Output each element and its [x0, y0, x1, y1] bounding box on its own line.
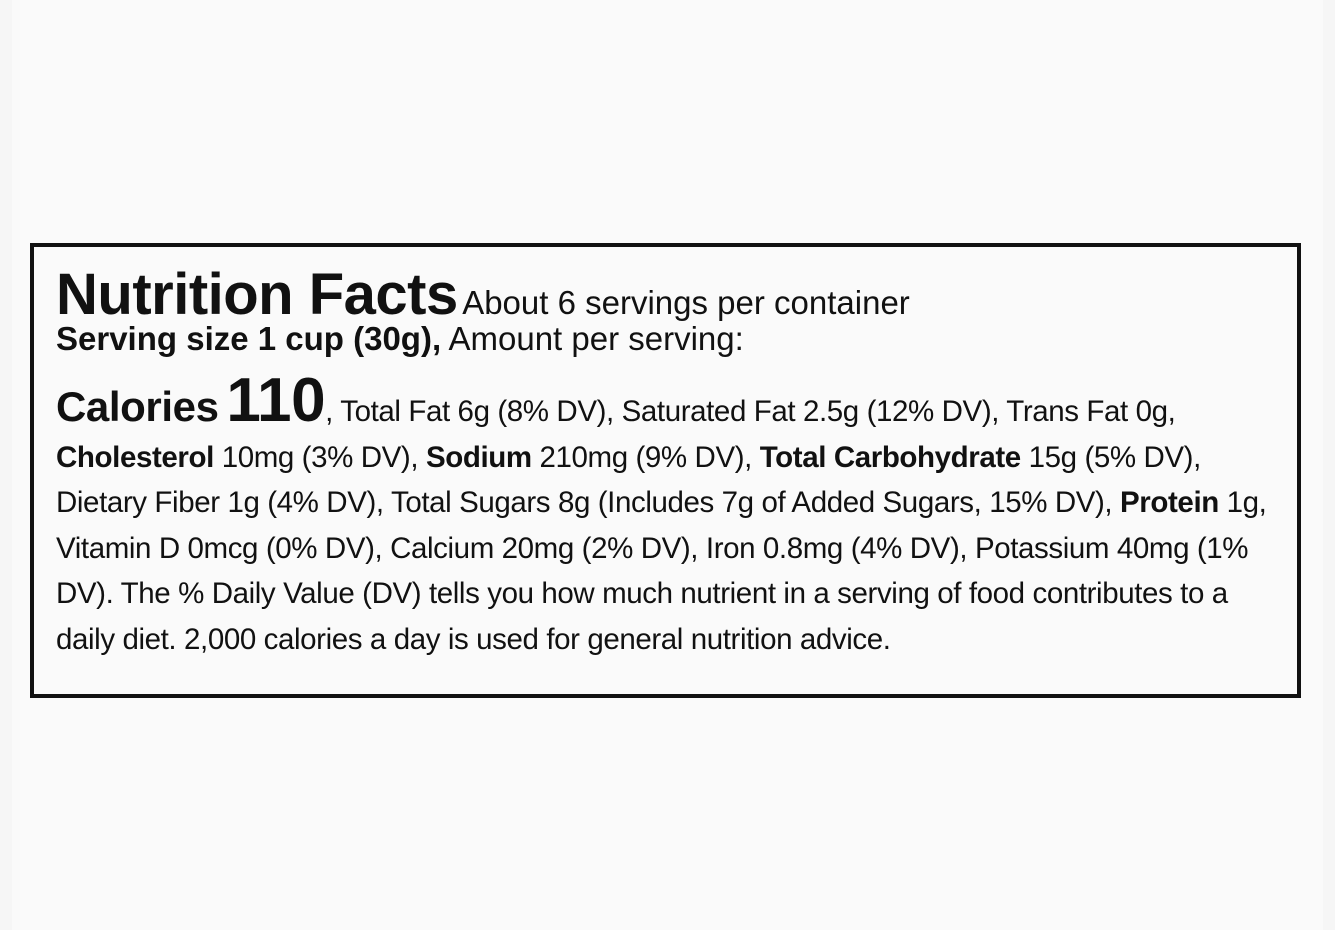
amount: Amount per serving: [448, 320, 744, 357]
nutrient-bold: Protein [1120, 486, 1219, 519]
serving-line: Serving size 1 cup (30g), Amount per ser… [56, 320, 1275, 358]
nutrient-bold: Sodium [425, 440, 532, 474]
nutrient-bold: Total Carbohydrate [759, 440, 1021, 474]
nutrient: 1g, Vitamin D 0mcg (0% DV), Calcium 20mg… [56, 486, 1267, 656]
nutrient: 210mg (9% DV), [539, 440, 753, 474]
serving-size: Serving size 1 cup (30g), [56, 320, 442, 357]
nutrient: 10mg (3% DV), [221, 440, 419, 474]
header-line: Nutrition Facts About 6 servings per con… [56, 261, 1275, 328]
title: Nutrition Facts [56, 262, 458, 327]
label-content: Nutrition Facts About 6 servings per con… [34, 247, 1297, 662]
nutrient: 15g (5% DV), Dietary Fiber 1g (4% DV), T… [56, 440, 1201, 520]
calories-label: Calories [56, 383, 219, 430]
servings: About 6 servings per container [462, 284, 910, 321]
nutrient-bold: Cholesterol [56, 440, 214, 474]
nutrient: , Total Fat 6g (8% DV), Saturated Fat 2.… [325, 395, 1176, 428]
nutrition-label: Nutrition Facts About 6 servings per con… [30, 243, 1301, 698]
calories-value: 110 [226, 366, 326, 435]
nutrient-text: Calories 110, Total Fat 6g (8% DV), Satu… [56, 370, 1275, 662]
